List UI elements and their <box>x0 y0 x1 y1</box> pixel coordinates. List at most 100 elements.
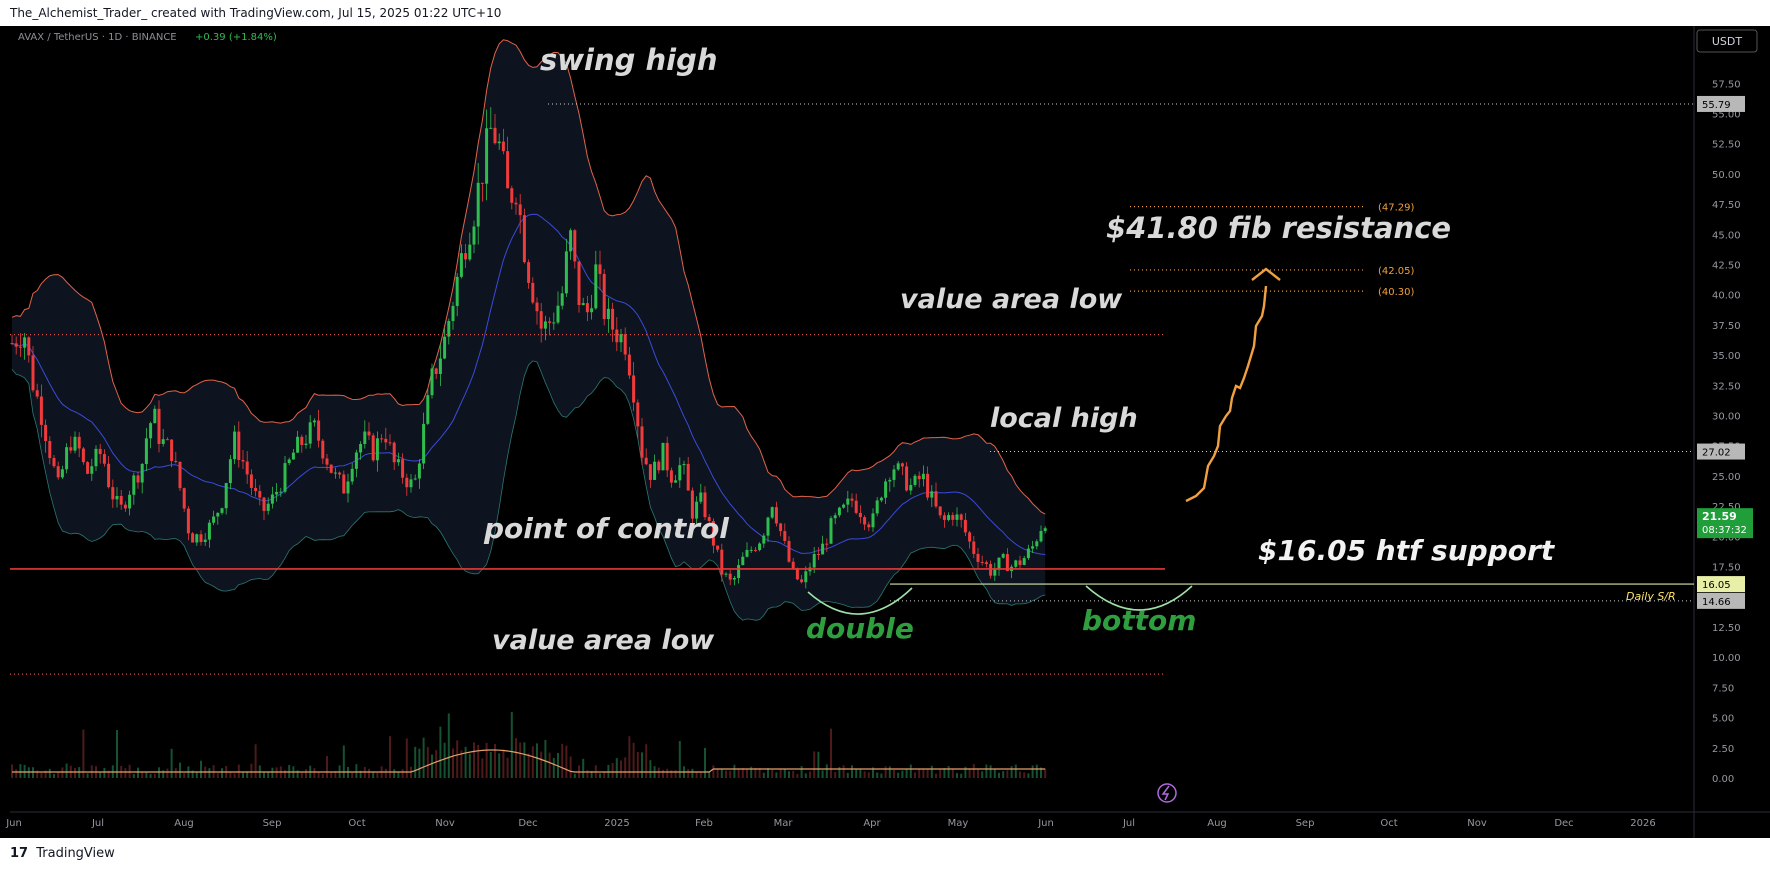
volume-bar <box>746 768 748 778</box>
tradingview-logo-icon: 𝟭𝟳 <box>10 846 29 861</box>
candle-body <box>359 443 363 453</box>
volume-bar <box>65 763 68 778</box>
candle-body <box>989 564 993 576</box>
x-tick-label: Jun <box>1037 818 1054 829</box>
candle-body <box>367 431 371 436</box>
candle-body <box>493 127 497 144</box>
volume-bar <box>951 769 954 778</box>
volume-bar <box>195 771 198 778</box>
candle-body <box>972 541 976 554</box>
candle-body <box>266 503 270 511</box>
volume-bar <box>200 760 202 778</box>
volume-bar <box>431 754 433 778</box>
volume-bar <box>939 769 942 778</box>
fib-label-4030: (40.30) <box>1378 287 1415 298</box>
volume-bar <box>246 771 249 778</box>
y-tick-label: 30.00 <box>1712 412 1741 423</box>
candle-body <box>762 535 766 544</box>
volume-bar <box>695 771 698 778</box>
candle-body <box>623 334 627 355</box>
candle-body <box>350 468 354 482</box>
x-tick-label: Sep <box>263 818 282 829</box>
daily-sr-price-tag-text: 14.66 <box>1702 597 1731 608</box>
volume-bar <box>174 768 177 778</box>
candle-body <box>102 454 106 464</box>
candle-body <box>674 480 678 483</box>
x-tick-label: Dec <box>1554 818 1573 829</box>
lightning-icon[interactable] <box>1157 783 1177 803</box>
point-of-control-annotation: point of control <box>483 512 729 545</box>
volume-bar <box>452 748 454 778</box>
candle-body <box>980 561 984 563</box>
candle-body <box>119 495 123 505</box>
volume-bar <box>464 746 467 778</box>
candle-body <box>65 447 69 470</box>
x-tick-label: Jun <box>5 818 22 829</box>
volume-bar <box>57 771 60 778</box>
volume-bar <box>1040 767 1042 778</box>
volume-bar <box>489 752 492 778</box>
candle-body <box>1031 546 1035 549</box>
volume-bar <box>166 768 169 778</box>
candle-body <box>220 508 224 513</box>
volume-bar <box>132 773 135 778</box>
y-tick-label: 32.50 <box>1712 381 1741 392</box>
volume-bar <box>905 769 908 778</box>
candle-body <box>338 472 342 475</box>
volume-bar <box>48 768 51 778</box>
candle-body <box>258 491 262 498</box>
candle-body <box>380 438 384 440</box>
x-tick-label: 2025 <box>604 818 629 829</box>
double-bottom-arc-right <box>1085 585 1193 611</box>
candle-body <box>94 448 98 467</box>
time-axis[interactable]: Jun Jul Aug Sep Oct Nov Dec 2025 Feb Mar Apr May Jun… <box>5 818 1656 829</box>
candle-body <box>489 127 493 129</box>
volume-bar <box>825 764 828 778</box>
volume-bar <box>498 753 501 778</box>
candle-body <box>955 514 959 520</box>
candle-body <box>27 337 31 356</box>
volume-bar <box>561 743 564 778</box>
volume-bar <box>977 769 979 778</box>
volume-bar <box>981 771 984 778</box>
volume-bar <box>1014 764 1017 778</box>
currency-badge[interactable]: USDT <box>1696 29 1758 53</box>
volume-bar <box>813 751 816 778</box>
candle-body <box>552 322 556 324</box>
volume-bar <box>99 771 102 778</box>
candle-body <box>48 441 52 459</box>
volume-bar <box>27 767 30 778</box>
volume-bar <box>599 773 601 778</box>
volume-bar <box>758 767 761 778</box>
volume-bar <box>733 764 736 778</box>
volume-bar <box>838 767 841 778</box>
x-tick-label: Nov <box>435 818 455 829</box>
candle-body <box>644 457 648 465</box>
candle-body <box>816 553 820 555</box>
candle-body <box>707 517 711 521</box>
volume-bar <box>956 773 958 778</box>
candle-body <box>783 531 787 541</box>
y-tick-label: 12.50 <box>1712 623 1741 634</box>
candle-body <box>842 504 846 508</box>
price-chart[interactable]: (47.29) (42.05) (40.30) swing high $41.80 f… <box>0 26 1770 838</box>
candle-body <box>60 469 64 478</box>
swing-high-price-tag <box>1697 95 1745 112</box>
candle-body <box>951 515 955 520</box>
volume-bar <box>313 768 316 778</box>
volume-bar <box>872 767 874 778</box>
price-axis[interactable]: 57.50 55.00 52.50 50.00 47.50 45.00 42.50 40.00… <box>1697 79 1753 785</box>
volume-bar <box>305 769 307 778</box>
x-tick-label: Nov <box>1467 818 1487 829</box>
y-tick-label: 52.50 <box>1712 140 1741 151</box>
candle-body <box>35 390 39 397</box>
y-tick-label: 35.00 <box>1712 351 1741 362</box>
daily-sr-price-tag <box>1697 592 1745 609</box>
candle-body <box>1035 541 1039 547</box>
y-tick-label: 7.50 <box>1712 683 1734 694</box>
candle-body <box>14 343 18 347</box>
candle-body <box>506 151 510 189</box>
volume-bar <box>880 773 883 778</box>
volume-bar <box>867 772 870 778</box>
candle-body <box>81 448 85 463</box>
